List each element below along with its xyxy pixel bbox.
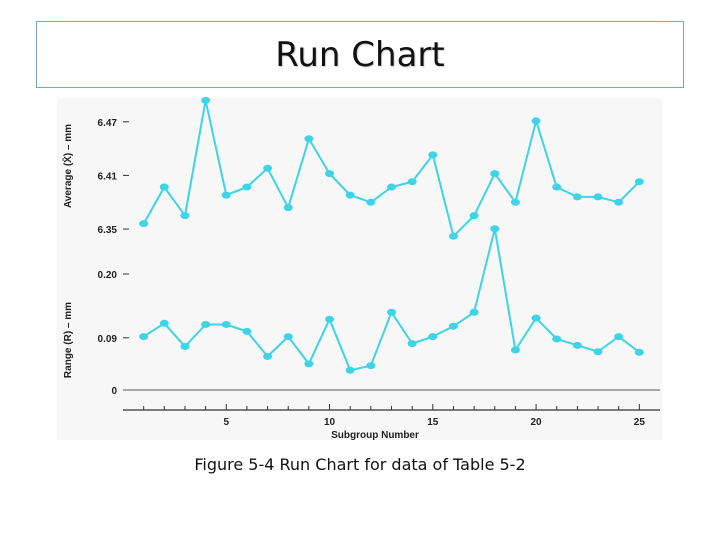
range-data-point — [469, 308, 479, 316]
range-data-point — [407, 340, 417, 348]
avg-data-point — [407, 178, 417, 186]
range-data-point — [448, 322, 458, 330]
avg-data-point — [593, 193, 603, 201]
avg-data-point — [552, 183, 562, 191]
range-data-point — [593, 348, 603, 356]
range-data-point — [159, 319, 169, 327]
avg-data-point — [366, 198, 376, 206]
avg-data-point — [304, 135, 314, 143]
range-data-point — [366, 362, 376, 370]
average-panel: Average (X̄) – mm 6.35 6.41 6.47 — [62, 96, 644, 240]
range-y-tick-label: 0.20 — [98, 270, 118, 281]
avg-data-point — [387, 183, 396, 191]
avg-y-axis-label: Average (X̄) – mm — [62, 124, 74, 208]
avg-data-point — [510, 198, 520, 206]
range-data-point — [531, 314, 541, 322]
x-tick-label: 5 — [223, 417, 229, 428]
avg-data-point — [283, 204, 293, 212]
page-title: Run Chart — [275, 34, 445, 75]
x-axis-label: Subgroup Number — [331, 430, 419, 441]
x-tick-label: 20 — [531, 417, 543, 428]
range-data-point — [572, 341, 582, 349]
avg-data-point — [325, 170, 335, 178]
x-tick-label: 10 — [324, 417, 336, 428]
avg-data-point — [428, 151, 438, 159]
avg-data-point — [221, 191, 231, 199]
title-box: Run Chart — [36, 21, 684, 88]
x-tick-label: 25 — [634, 417, 646, 428]
range-y-tick-label: 0.09 — [98, 334, 118, 345]
avg-data-point — [263, 164, 273, 172]
range-data-point — [201, 320, 211, 328]
avg-data-point — [469, 212, 479, 220]
range-data-point — [304, 360, 314, 368]
x-tick-label: 15 — [427, 417, 439, 428]
avg-y-tick-label: 6.47 — [98, 118, 118, 129]
avg-data-point — [572, 193, 582, 201]
chart-background — [57, 98, 662, 440]
avg-data-point — [448, 232, 458, 240]
range-data-point — [634, 348, 644, 356]
avg-data-point — [531, 117, 541, 125]
avg-y-tick-label: 6.41 — [98, 171, 118, 182]
avg-data-point — [159, 183, 169, 191]
range-data-point — [387, 308, 396, 316]
avg-y-tick-label: 6.35 — [98, 225, 118, 236]
range-data-point — [263, 352, 273, 360]
range-data-point — [614, 333, 624, 341]
avg-data-point — [201, 96, 211, 104]
range-data-point — [242, 327, 252, 335]
avg-data-point — [614, 198, 624, 206]
range-data-point — [283, 333, 293, 341]
range-data-point — [552, 335, 562, 343]
range-y-tick-label: 0 — [111, 386, 117, 397]
range-y-axis-label: Range (R) – mm — [63, 302, 74, 378]
figure-caption: Figure 5-4 Run Chart for data of Table 5… — [194, 455, 526, 474]
avg-data-point — [490, 170, 500, 178]
range-data-point — [510, 346, 520, 354]
range-data-point — [325, 315, 335, 323]
range-data-point — [345, 366, 355, 374]
avg-data-point — [242, 183, 252, 191]
avg-data-point — [345, 191, 355, 199]
x-axis: 5 10 15 20 25 Subgroup Number — [123, 404, 660, 441]
range-data-point — [428, 333, 438, 341]
range-panel: Range (R) – mm 0 0.09 0.20 — [63, 225, 660, 397]
range-data-point — [139, 333, 149, 341]
range-data-point — [180, 343, 190, 350]
range-data-point — [221, 320, 231, 328]
range-data-point — [490, 225, 500, 233]
avg-data-point — [139, 220, 149, 228]
avg-data-point — [180, 212, 190, 220]
avg-data-point — [634, 178, 644, 186]
